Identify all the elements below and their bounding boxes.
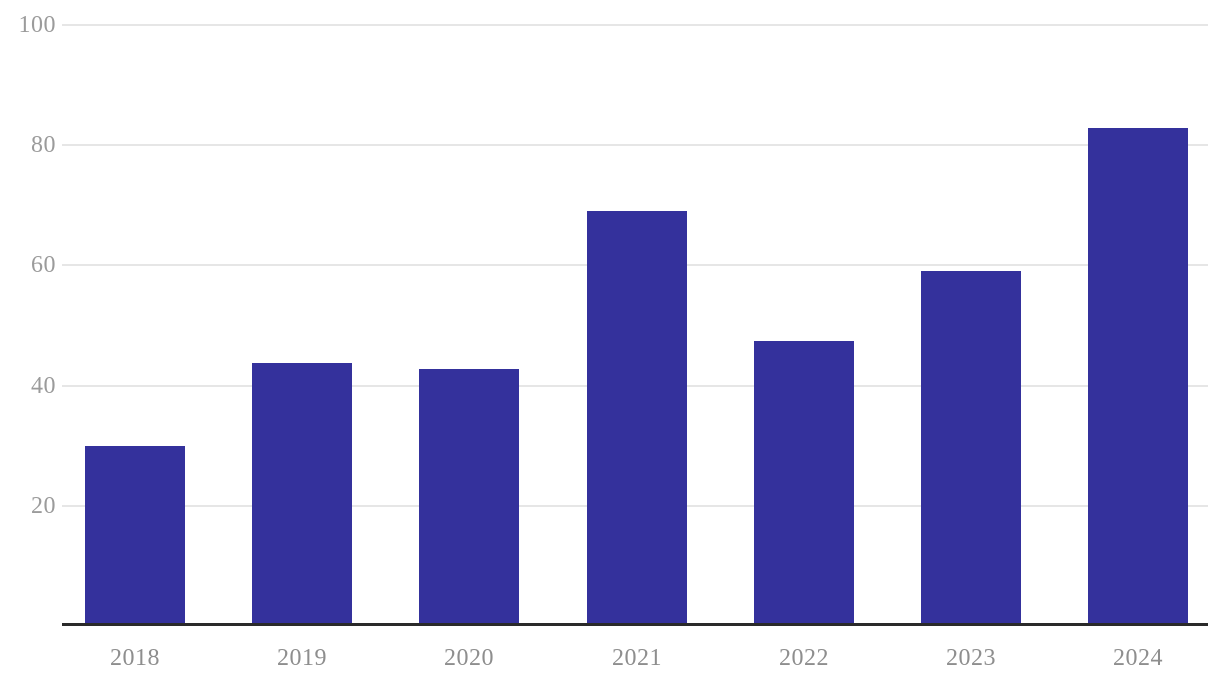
bar-2022 bbox=[754, 341, 854, 626]
x-axis-line bbox=[62, 623, 1208, 626]
y-tick-label: 20 bbox=[31, 493, 56, 519]
x-tick-label: 2021 bbox=[612, 645, 662, 671]
y-tick-label: 60 bbox=[31, 252, 56, 278]
x-tick-label: 2022 bbox=[779, 645, 829, 671]
x-tick-label: 2023 bbox=[946, 645, 996, 671]
gridline bbox=[62, 24, 1208, 26]
bar-2021 bbox=[587, 211, 687, 626]
bar-2023 bbox=[921, 271, 1021, 626]
bar-2024 bbox=[1088, 128, 1188, 626]
x-tick-label: 2024 bbox=[1113, 645, 1163, 671]
bar-2018 bbox=[85, 446, 185, 626]
gridline bbox=[62, 144, 1208, 146]
bar-2019 bbox=[252, 363, 352, 626]
y-tick-label: 80 bbox=[31, 132, 56, 158]
y-tick-label: 40 bbox=[31, 373, 56, 399]
bar-2020 bbox=[419, 369, 519, 626]
x-tick-label: 2019 bbox=[277, 645, 327, 671]
y-tick-label: 100 bbox=[18, 12, 56, 38]
x-tick-label: 2020 bbox=[444, 645, 494, 671]
x-tick-label: 2018 bbox=[110, 645, 160, 671]
